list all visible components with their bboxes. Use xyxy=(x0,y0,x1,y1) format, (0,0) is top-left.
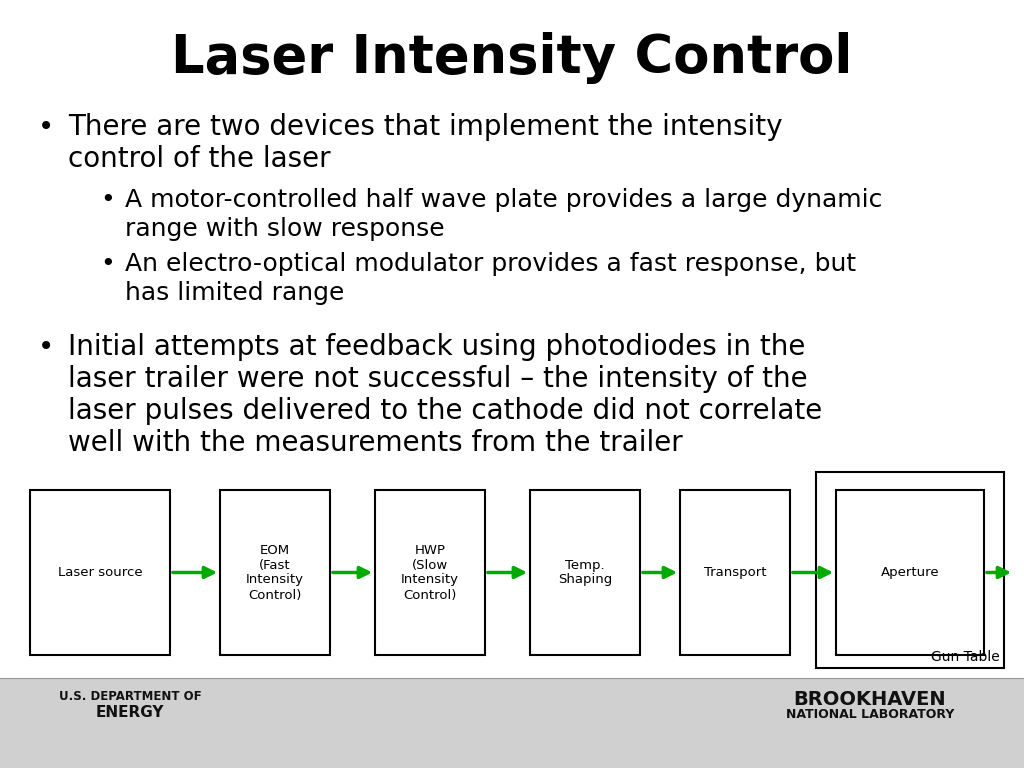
Bar xyxy=(680,490,790,655)
Text: •: • xyxy=(100,252,115,276)
Text: has limited range: has limited range xyxy=(125,281,344,305)
Text: Temp.
Shaping: Temp. Shaping xyxy=(558,558,612,587)
Text: control of the laser: control of the laser xyxy=(68,145,331,173)
Text: Laser source: Laser source xyxy=(57,566,142,579)
Bar xyxy=(836,490,984,655)
Text: EOM
(Fast
Intensity
Control): EOM (Fast Intensity Control) xyxy=(246,544,304,601)
Bar xyxy=(220,490,330,655)
Bar xyxy=(375,490,485,655)
Text: •: • xyxy=(38,113,54,141)
Text: An electro-optical modulator provides a fast response, but: An electro-optical modulator provides a … xyxy=(125,252,856,276)
Text: A motor-controlled half wave plate provides a large dynamic: A motor-controlled half wave plate provi… xyxy=(125,188,883,212)
Text: well with the measurements from the trailer: well with the measurements from the trai… xyxy=(68,429,683,457)
Text: U.S. DEPARTMENT OF: U.S. DEPARTMENT OF xyxy=(58,690,202,703)
Text: NATIONAL LABORATORY: NATIONAL LABORATORY xyxy=(785,708,954,721)
Text: laser trailer were not successful – the intensity of the: laser trailer were not successful – the … xyxy=(68,365,808,393)
Text: range with slow response: range with slow response xyxy=(125,217,444,241)
Text: Aperture: Aperture xyxy=(881,566,939,579)
Text: ENERGY: ENERGY xyxy=(96,705,164,720)
Text: laser pulses delivered to the cathode did not correlate: laser pulses delivered to the cathode di… xyxy=(68,397,822,425)
Bar xyxy=(30,490,170,655)
Text: There are two devices that implement the intensity: There are two devices that implement the… xyxy=(68,113,782,141)
Bar xyxy=(530,490,640,655)
Text: •: • xyxy=(38,333,54,361)
Bar xyxy=(816,472,1004,668)
Text: Initial attempts at feedback using photodiodes in the: Initial attempts at feedback using photo… xyxy=(68,333,805,361)
Text: •: • xyxy=(100,188,115,212)
Bar xyxy=(0,678,1024,768)
Text: HWP
(Slow
Intensity
Control): HWP (Slow Intensity Control) xyxy=(401,544,459,601)
Text: BROOKHAVEN: BROOKHAVEN xyxy=(794,690,946,709)
Text: Laser Intensity Control: Laser Intensity Control xyxy=(171,32,853,84)
Text: Gun Table: Gun Table xyxy=(931,650,1000,664)
Text: Transport: Transport xyxy=(703,566,766,579)
